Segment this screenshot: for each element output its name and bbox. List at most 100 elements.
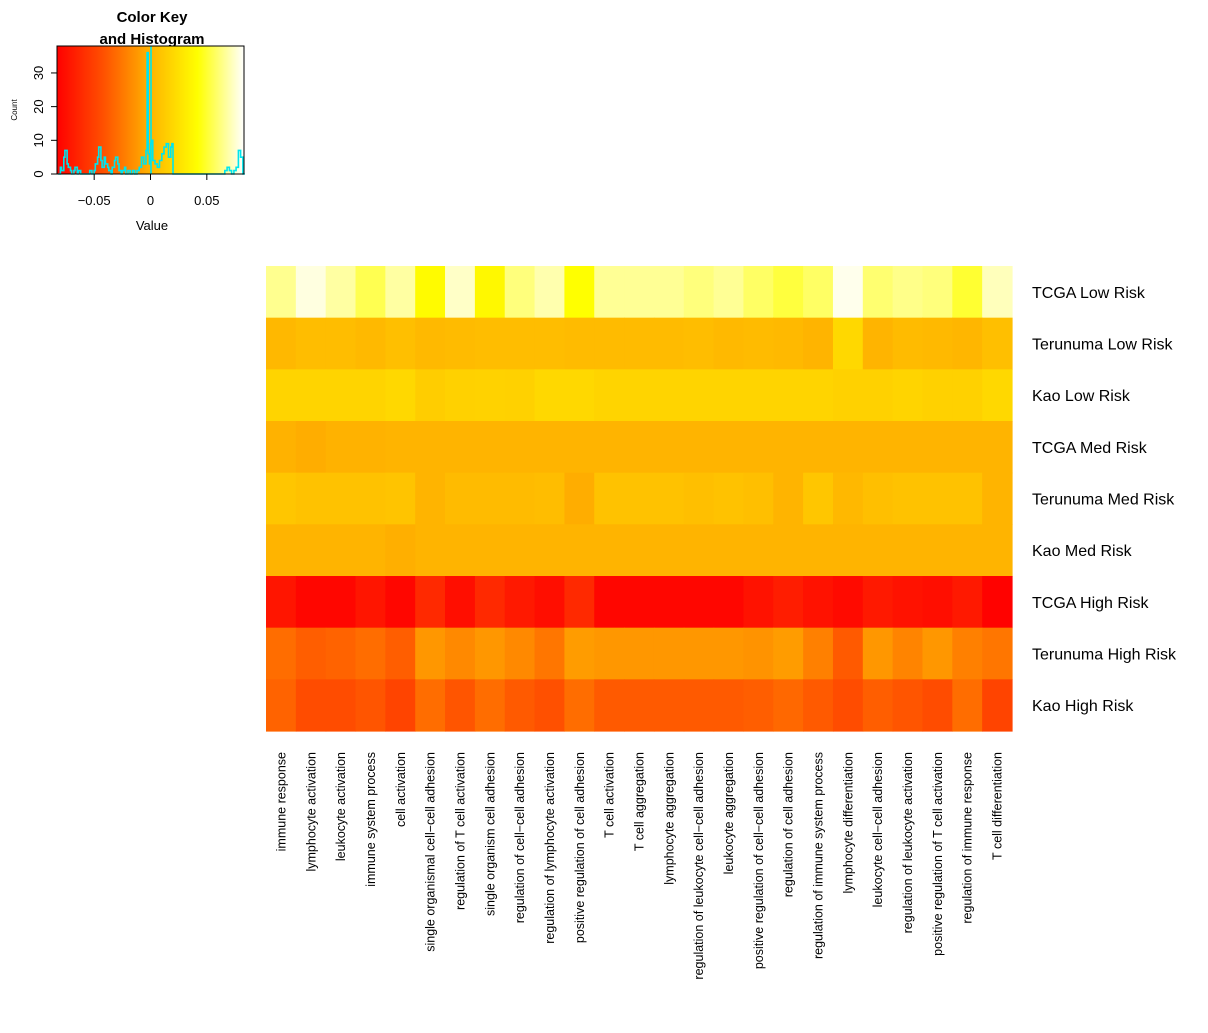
heatmap-column-label: leukocyte activation [334,752,348,861]
heatmap-cell [415,472,446,525]
heatmap-cell [743,472,774,525]
heatmap-row-label: TCGA High Risk [1032,595,1149,612]
heatmap-cell [803,524,834,577]
heatmap-cell [564,576,595,629]
heatmap-cell [862,472,894,525]
heatmap-cell [474,576,506,629]
color-key-y-tick-label: 0 [31,170,46,177]
heatmap-cell [564,421,595,474]
heatmap-cell [564,266,595,319]
heatmap-cell [952,627,983,680]
heatmap-cell [653,472,685,525]
heatmap-cell [892,524,924,577]
heatmap-cell [713,317,745,370]
heatmap-cell [445,524,476,577]
heatmap-cell [266,266,297,319]
color-key-x-tick-label: 0.05 [194,193,219,208]
color-key-x-tick-label: 0 [147,193,154,208]
heatmap-cell [773,679,804,732]
heatmap-cell [892,266,924,319]
heatmap-cell [295,266,327,319]
heatmap-cell [653,369,685,422]
heatmap-cell [474,369,506,422]
heatmap-cell [773,317,804,370]
heatmap-cell [952,472,983,525]
heatmap-cell [832,317,864,370]
heatmap-cell [922,421,953,474]
heatmap-cell [385,524,416,577]
color-key-title-line2: and Histogram [99,31,204,48]
heatmap-cell [982,524,1013,577]
heatmap-cell [355,576,386,629]
heatmap-cell [773,576,804,629]
heatmap-cell [982,627,1013,680]
color-key-y-tick-label: 20 [31,99,46,113]
heatmap-cell [773,627,804,680]
heatmap-cell [295,576,327,629]
heatmap-cell [474,266,506,319]
heatmap-cell [982,369,1013,422]
heatmap-column-label: T cell activation [603,752,617,838]
heatmap-cell [415,627,446,680]
heatmap-cell [266,679,297,732]
heatmap-cell [803,679,834,732]
heatmap-cell [415,266,446,319]
heatmap-cell [624,524,655,577]
heatmap-column-label: regulation of cell−cell adhesion [513,752,527,923]
heatmap-cell [653,576,685,629]
heatmap-column-label: positive regulation of cell adhesion [573,752,587,943]
heatmap-cell [325,524,357,577]
heatmap-cell [474,317,506,370]
heatmap-cell [683,576,715,629]
heatmap-cell [474,524,506,577]
heatmap-cell [445,266,476,319]
heatmap-row-label: TCGA Med Risk [1032,440,1148,457]
heatmap-cell [504,472,536,525]
heatmap-cell [653,524,685,577]
heatmap-cell [832,679,864,732]
heatmap-cell [295,472,327,525]
heatmap-cell [982,679,1013,732]
heatmap-cell [892,317,924,370]
heatmap-cell [892,576,924,629]
heatmap-cell [713,627,745,680]
heatmap-cell [713,472,745,525]
heatmap-cell [504,524,536,577]
heatmap-cell [713,369,745,422]
heatmap-cell [743,576,774,629]
heatmap-cell [952,524,983,577]
heatmap-cell [594,369,625,422]
heatmap-cell [653,421,685,474]
heatmap-cell [982,576,1013,629]
heatmap-column-label: positive regulation of cell−cell adhesio… [752,752,766,969]
heatmap-cell [683,421,715,474]
heatmap-cell [445,317,476,370]
color-key: Color Key and Histogram −0.05 0 0.05 0 10 20… [10,9,245,233]
heatmap-column-label: regulation of leukocyte cell−cell adhesi… [692,752,706,980]
heatmap-cell [922,317,953,370]
heatmap-column-label: T cell differentiation [991,752,1005,860]
heatmap-cell [325,472,357,525]
heatmap-cell [385,317,416,370]
heatmap-cell [385,266,416,319]
heatmap-cell [415,679,446,732]
heatmap-cell [803,627,834,680]
heatmap-cell [922,472,953,525]
heatmap-cell [266,369,297,422]
heatmap-cell [683,369,715,422]
heatmap-cell [534,369,565,422]
heatmap-cell [832,266,864,319]
heatmap-cell [653,679,685,732]
heatmap-cell [594,679,625,732]
heatmap-cell [504,576,536,629]
heatmap-row-label: Kao Med Risk [1032,543,1133,560]
heatmap-cell [922,679,953,732]
heatmap-cell [803,266,834,319]
heatmap-row-label: Terunuma Med Risk [1032,492,1175,509]
heatmap-cell [892,472,924,525]
heatmap-cell [504,679,536,732]
heatmap-cell [295,524,327,577]
heatmap-row-labels: TCGA Low Risk Terunuma Low Risk Kao Low Ri… [1032,285,1177,715]
heatmap-cell [266,421,297,474]
